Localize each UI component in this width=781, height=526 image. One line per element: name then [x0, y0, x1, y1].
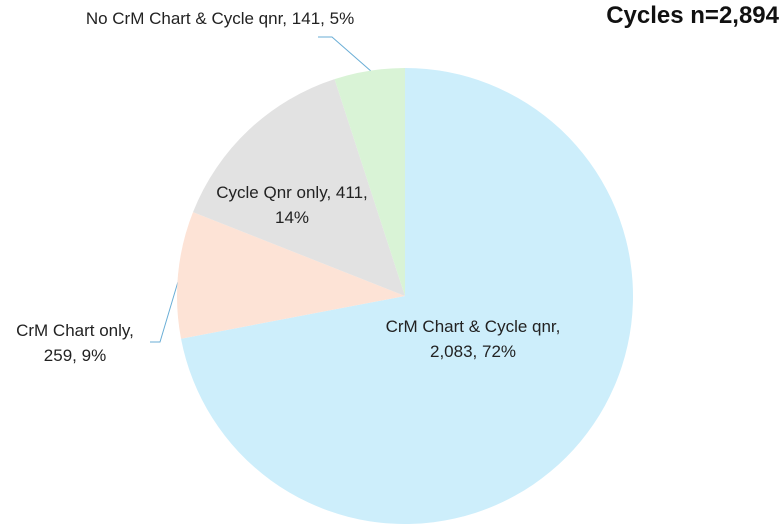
pie-slice — [181, 68, 634, 525]
pie-slice — [334, 68, 405, 296]
data-label: Cycle Qnr only, 411, 14% — [212, 180, 372, 230]
percent-label: 5% — [329, 9, 355, 28]
percent-label: 72% — [481, 342, 517, 361]
data-label: CrM Chart & Cycle qnr, 2,083, 72% — [378, 314, 568, 364]
pie-slice — [193, 79, 405, 296]
count-label: 259, — [43, 346, 77, 365]
category: CrM Chart & Cycle qnr, — [385, 317, 561, 336]
category: CrM Chart only, — [16, 321, 134, 340]
category: No CrM Chart & Cycle qnr, — [85, 9, 288, 28]
chart-title: Cycles n=2,894 — [606, 2, 779, 29]
count-label: 411, — [335, 183, 368, 202]
category: Cycle Qnr only, — [216, 183, 332, 202]
count-label: 141, — [291, 9, 325, 28]
percent-label: 14% — [274, 208, 310, 227]
count-label: 2,083, — [429, 342, 478, 361]
leader-line — [150, 274, 181, 343]
leader-line — [318, 36, 373, 73]
pie-slice — [176, 212, 405, 339]
data-label: CrM Chart only, 259, 9% — [0, 318, 150, 368]
percent-label: 9% — [81, 346, 107, 365]
data-label: No CrM Chart & Cycle qnr, 141, 5% — [70, 6, 370, 31]
